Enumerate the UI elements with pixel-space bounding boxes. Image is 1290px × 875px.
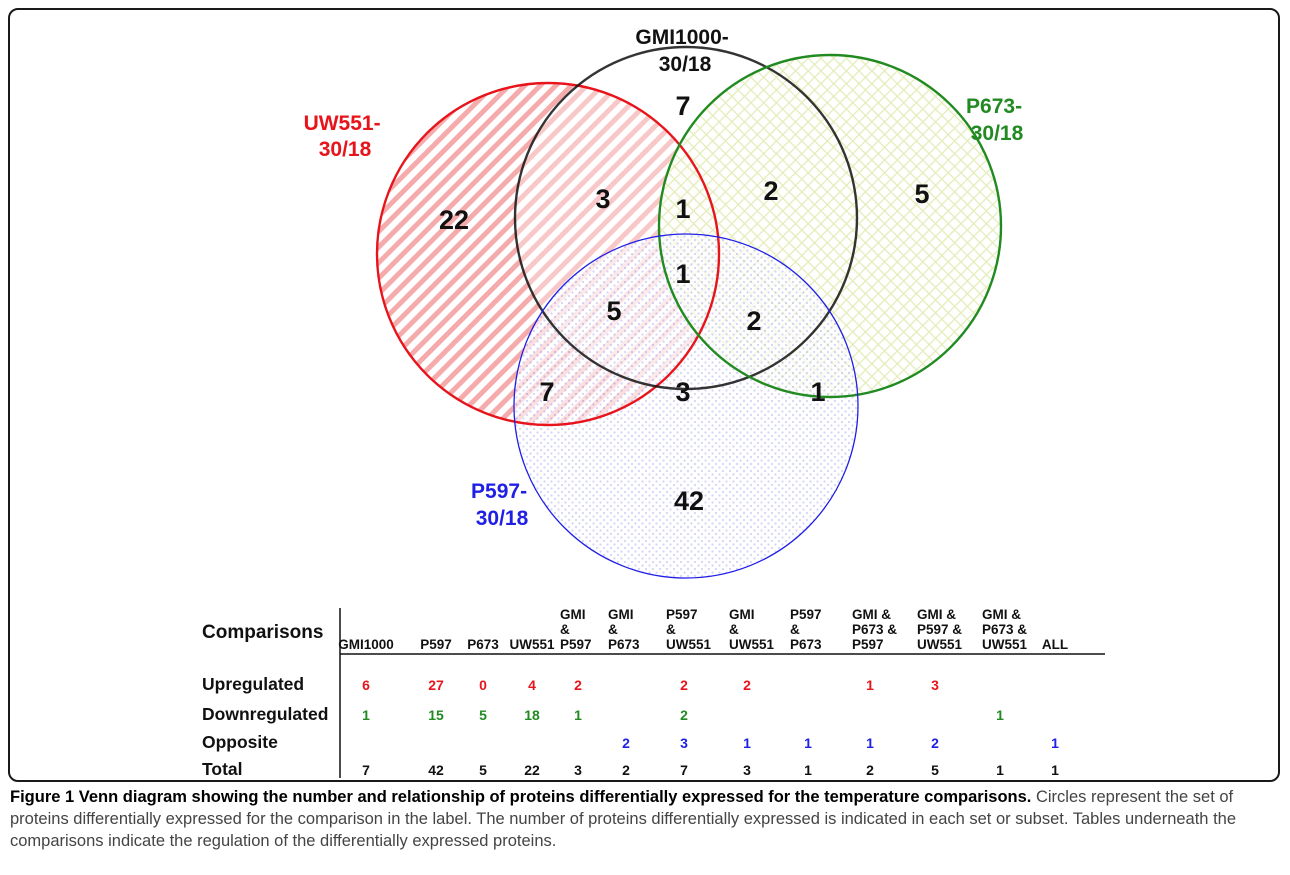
table-cell: 22: [524, 762, 540, 778]
table-cell: 1: [1051, 762, 1059, 778]
region-p673-only: 5: [914, 179, 929, 209]
region-gmi1000-p673-p597: 2: [746, 306, 761, 336]
column-header: GMI: [608, 607, 634, 622]
table-cell: 1: [804, 735, 812, 751]
row-label: Upregulated: [202, 674, 304, 694]
comparisons-table: Comparisons GMI1000 P597 P673 UW551GMI&P597…: [202, 607, 1105, 779]
caption-body: Circles represent the set of proteins di…: [10, 788, 1237, 850]
table-cell: 15: [428, 707, 444, 723]
region-gmi1000-only: 7: [675, 91, 690, 121]
table-cell: 3: [574, 762, 582, 778]
region-uw551-gmi1000: 3: [595, 184, 610, 214]
column-header: UW551: [729, 637, 775, 652]
table-cell: 1: [1051, 735, 1059, 751]
column-header: P673 &: [852, 622, 897, 637]
table-cell: 1: [804, 762, 812, 778]
column-header: GMI1000: [338, 637, 394, 652]
column-header: UW551: [982, 637, 1028, 652]
set-label-gmi1000: GMI1000- 30/18: [635, 26, 734, 76]
column-header: GMI &: [917, 607, 956, 622]
region-p597-only: 42: [674, 486, 704, 516]
region-uw551-gmi1000-p597: 5: [606, 296, 621, 326]
set-label-uw551: UW551- 30/18: [304, 112, 387, 161]
gmi1000-circle: [513, 45, 859, 391]
column-header: UW551: [509, 637, 555, 652]
column-header: UW551: [666, 637, 712, 652]
column-header: P597 &: [917, 622, 962, 637]
region-uw551-gmi1000-p673: 1: [675, 194, 690, 224]
table-cell: 1: [743, 735, 751, 751]
table-cell: 2: [622, 735, 630, 751]
row-label: Total: [202, 759, 243, 779]
column-header: UW551: [917, 637, 963, 652]
column-header: GMI: [729, 607, 755, 622]
table-cell: 18: [524, 707, 540, 723]
table-cell: 27: [428, 677, 444, 693]
column-header: GMI &: [982, 607, 1021, 622]
table-cell: 3: [743, 762, 751, 778]
venn-diagram: UW551- 30/18 GMI1000- 30/18 P673- 30/18 …: [202, 26, 1105, 779]
set-label-p673: P673- 30/18: [966, 95, 1028, 145]
region-uw551-p597: 7: [539, 377, 554, 407]
table-cell: 4: [528, 677, 536, 693]
column-header: P597: [790, 607, 822, 622]
column-header: P597: [420, 637, 452, 652]
column-header: GMI &: [852, 607, 891, 622]
table-cell: 2: [743, 677, 751, 693]
table-cell: 2: [574, 677, 582, 693]
column-header: &: [666, 622, 676, 637]
region-all-four: 1: [675, 259, 690, 289]
p673-circle: [657, 53, 1003, 399]
table-cell: 1: [574, 707, 582, 723]
region-p673-p597: 1: [810, 377, 825, 407]
set-label-p597: P597- 30/18: [471, 480, 533, 530]
column-header: P597: [560, 637, 592, 652]
table-cell: 3: [931, 677, 939, 693]
uw551-circle: [375, 81, 721, 427]
table-cell: 1: [866, 677, 874, 693]
table-cell: 2: [680, 707, 688, 723]
table-cell: 42: [428, 762, 444, 778]
table-cell: 7: [362, 762, 370, 778]
table-cell: 3: [680, 735, 688, 751]
region-uw551-only: 22: [439, 205, 469, 235]
p597-circle-fill: [514, 234, 858, 578]
table-cell: 1: [866, 735, 874, 751]
column-header: P673: [467, 637, 499, 652]
table-cell: 1: [996, 707, 1004, 723]
column-header: &: [608, 622, 618, 637]
column-header: ALL: [1042, 637, 1068, 652]
p597-circle: [513, 233, 859, 579]
row-label: Opposite: [202, 732, 278, 752]
column-header: P673: [790, 637, 822, 652]
region-gmi1000-p597: 3: [675, 377, 690, 407]
caption-title: Figure 1 Venn diagram showing the number…: [10, 788, 1032, 806]
table-cell: 7: [680, 762, 688, 778]
column-header: P673 &: [982, 622, 1027, 637]
table-corner-label: Comparisons: [202, 622, 323, 643]
table-cell: 1: [362, 707, 370, 723]
column-header: GMI: [560, 607, 586, 622]
table-cell: 5: [931, 762, 939, 778]
column-header: P597: [852, 637, 884, 652]
table-cell: 0: [479, 677, 487, 693]
figure-frame: [8, 8, 1280, 782]
table-cell: 5: [479, 762, 487, 778]
table-cell: 2: [680, 677, 688, 693]
column-header: &: [790, 622, 800, 637]
row-label: Downregulated: [202, 704, 328, 724]
table-cell: 1: [996, 762, 1004, 778]
table-cell: 6: [362, 677, 370, 693]
column-header: &: [729, 622, 739, 637]
table-cell: 5: [479, 707, 487, 723]
column-header: P673: [608, 637, 640, 652]
table-cell: 2: [622, 762, 630, 778]
table-cell: 2: [931, 735, 939, 751]
region-gmi1000-p673: 2: [763, 176, 778, 206]
figure-caption: Figure 1 Venn diagram showing the number…: [10, 786, 1282, 852]
column-header: &: [560, 622, 570, 637]
column-header: P597: [666, 607, 698, 622]
table-cell: 2: [866, 762, 874, 778]
